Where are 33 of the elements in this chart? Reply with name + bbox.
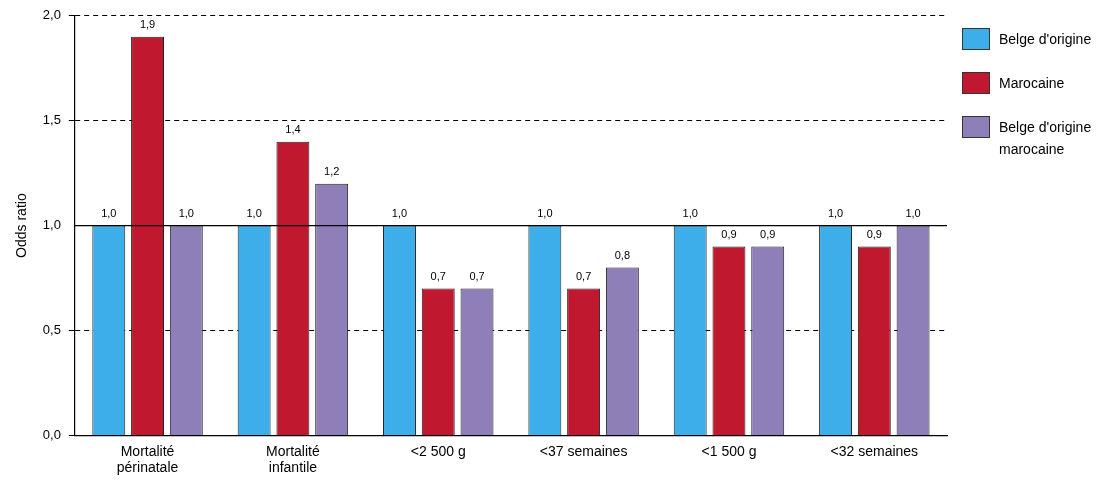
data-label: 0,9 (760, 228, 776, 241)
x-tick-label: <2 500 g (410, 442, 466, 459)
data-label: 1,0 (827, 207, 844, 220)
data-label: 1,0 (101, 207, 117, 220)
data-label: 1,0 (391, 207, 408, 220)
data-label: 1,0 (178, 207, 194, 220)
y-tick-label: 1,5 (42, 112, 61, 128)
data-label: 0,7 (575, 270, 592, 283)
data-label: 1,4 (285, 123, 301, 136)
y-tick-label: 2,0 (42, 7, 61, 23)
data-label: 0,7 (430, 270, 446, 283)
data-label: 1,0 (682, 207, 698, 220)
data-label: 1,0 (246, 207, 262, 220)
y-tick-label: 0,0 (42, 426, 61, 442)
x-tick-label: Mortalité périnatale (116, 442, 179, 476)
data-label: 0,8 (614, 249, 631, 262)
y-tick-label: 0,5 (42, 322, 61, 338)
data-label: 0,9 (721, 228, 737, 241)
y-tick-label: 1,0 (42, 217, 61, 233)
x-tick-label: <32 semaines (830, 442, 919, 459)
data-label: 0,7 (469, 270, 485, 283)
legend-label: Marocaine (999, 74, 1065, 93)
data-label: 0,9 (866, 228, 882, 241)
x-tick-label: <37 semaines (539, 442, 628, 459)
legend-label: Belge d'origine (999, 30, 1092, 49)
data-label: 1,0 (905, 207, 921, 220)
y-axis-title: Odds ratio (13, 193, 30, 258)
data-label: 1,2 (324, 165, 340, 178)
x-tick-label: <1 500 g (701, 442, 757, 459)
data-label: 1,0 (537, 207, 553, 220)
x-tick-label: Mortalité infantile (266, 442, 320, 476)
data-label: 1,9 (139, 18, 156, 31)
legend-label: Belge d'origine marocaine (999, 118, 1093, 159)
